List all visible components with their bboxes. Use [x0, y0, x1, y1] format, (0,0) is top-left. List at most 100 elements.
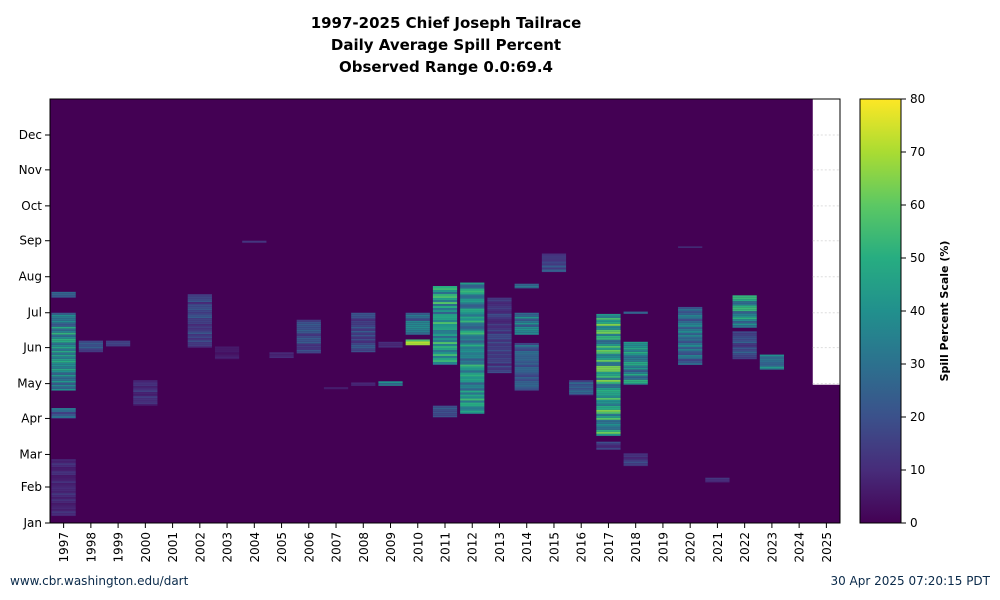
spill-cell [678, 338, 703, 341]
spill-cell [596, 429, 621, 432]
spill-cell [705, 481, 730, 483]
spill-cell [623, 363, 648, 366]
spill-cell [460, 368, 485, 371]
spill-cell [678, 322, 703, 325]
colorbar-tick-label: 80 [910, 92, 925, 106]
spill-cell [514, 328, 539, 331]
spill-cell [596, 333, 621, 336]
spill-cell [351, 382, 376, 385]
spill-band-2011 [432, 286, 458, 366]
spill-cell [732, 321, 757, 324]
spill-cell [623, 377, 648, 380]
spill-cell [569, 384, 594, 387]
spill-cell [133, 388, 158, 391]
spill-cell [678, 344, 703, 347]
spill-cell [759, 362, 785, 365]
spill-cell [432, 286, 458, 289]
x-tick-label: 2014 [520, 532, 534, 563]
spill-cell [596, 345, 621, 348]
spill-cell [51, 336, 76, 339]
spill-cell [596, 403, 621, 406]
spill-cell [487, 337, 512, 340]
spill-cell [514, 382, 539, 385]
spill-cell [541, 257, 567, 260]
spill-band-2020 [678, 306, 703, 366]
spill-cell [51, 384, 76, 387]
spill-cell [732, 323, 757, 326]
spill-cell [514, 352, 539, 355]
spill-cell [460, 354, 485, 357]
spill-cell [51, 295, 76, 298]
spill-cell [678, 320, 703, 323]
spill-cell [487, 309, 512, 312]
spill-cell [405, 312, 430, 315]
spill-cell [596, 411, 621, 414]
spill-cell [432, 324, 458, 327]
spill-cell [460, 304, 485, 307]
spill-cell [596, 321, 621, 324]
spill-cell [623, 373, 648, 376]
spill-cell [460, 342, 485, 345]
y-tick-label: Nov [19, 163, 42, 177]
spill-cell [678, 362, 703, 365]
spill-band-2018 [623, 341, 648, 385]
spill-cell [105, 342, 131, 345]
spill-cell [432, 405, 458, 408]
spill-cell [487, 343, 512, 346]
spill-cell [541, 259, 567, 262]
spill-cell [514, 372, 539, 375]
spill-cell [514, 287, 539, 289]
source-url[interactable]: www.cbr.washington.edu/dart [10, 574, 189, 588]
spill-cell [732, 331, 757, 334]
spill-cell [51, 320, 76, 323]
spill-cell [623, 345, 648, 348]
x-tick-label: 2021 [711, 532, 725, 563]
spill-cell [732, 349, 757, 352]
spill-cell [460, 324, 485, 327]
spill-cell [596, 369, 621, 372]
spill-cell [460, 346, 485, 349]
spill-cell [732, 299, 757, 302]
spill-band-1997 [51, 291, 76, 298]
spill-cell [487, 353, 512, 356]
spill-cell [378, 341, 403, 344]
spill-cell [514, 360, 539, 363]
spill-cell [460, 360, 485, 363]
spill-band-2018 [623, 311, 648, 314]
spill-cell [378, 381, 403, 384]
spill-cell [732, 303, 757, 306]
spill-cell [51, 407, 76, 410]
spill-cell [732, 341, 757, 344]
spill-cell [351, 322, 376, 325]
spill-cell [732, 345, 757, 348]
spill-cell [351, 334, 376, 337]
spill-cell [460, 292, 485, 295]
spill-cell [432, 316, 458, 319]
spill-cell [487, 361, 512, 364]
spill-cell [460, 350, 485, 353]
x-tick-label: 2004 [248, 532, 262, 563]
spill-band-2014 [514, 283, 539, 289]
spill-cell [596, 371, 621, 374]
spill-cell [596, 373, 621, 376]
spill-cell [378, 383, 403, 386]
spill-cell [187, 304, 212, 307]
spill-cell [487, 357, 512, 360]
timestamp: 30 Apr 2025 07:20:15 PDT [830, 574, 990, 588]
spill-cell [51, 413, 76, 416]
spill-cell [51, 380, 76, 383]
spill-cell [133, 400, 158, 403]
spill-cell [133, 402, 158, 405]
spill-cell [432, 318, 458, 321]
spill-cell [51, 493, 76, 496]
spill-cell [487, 335, 512, 338]
x-tick-label: 2018 [629, 532, 643, 563]
spill-cell [460, 372, 485, 375]
spill-cell [678, 358, 703, 361]
spill-cell [623, 465, 648, 467]
spill-cell [460, 344, 485, 347]
spill-cell [596, 343, 621, 346]
spill-cell [569, 386, 594, 389]
spill-cell [487, 329, 512, 332]
